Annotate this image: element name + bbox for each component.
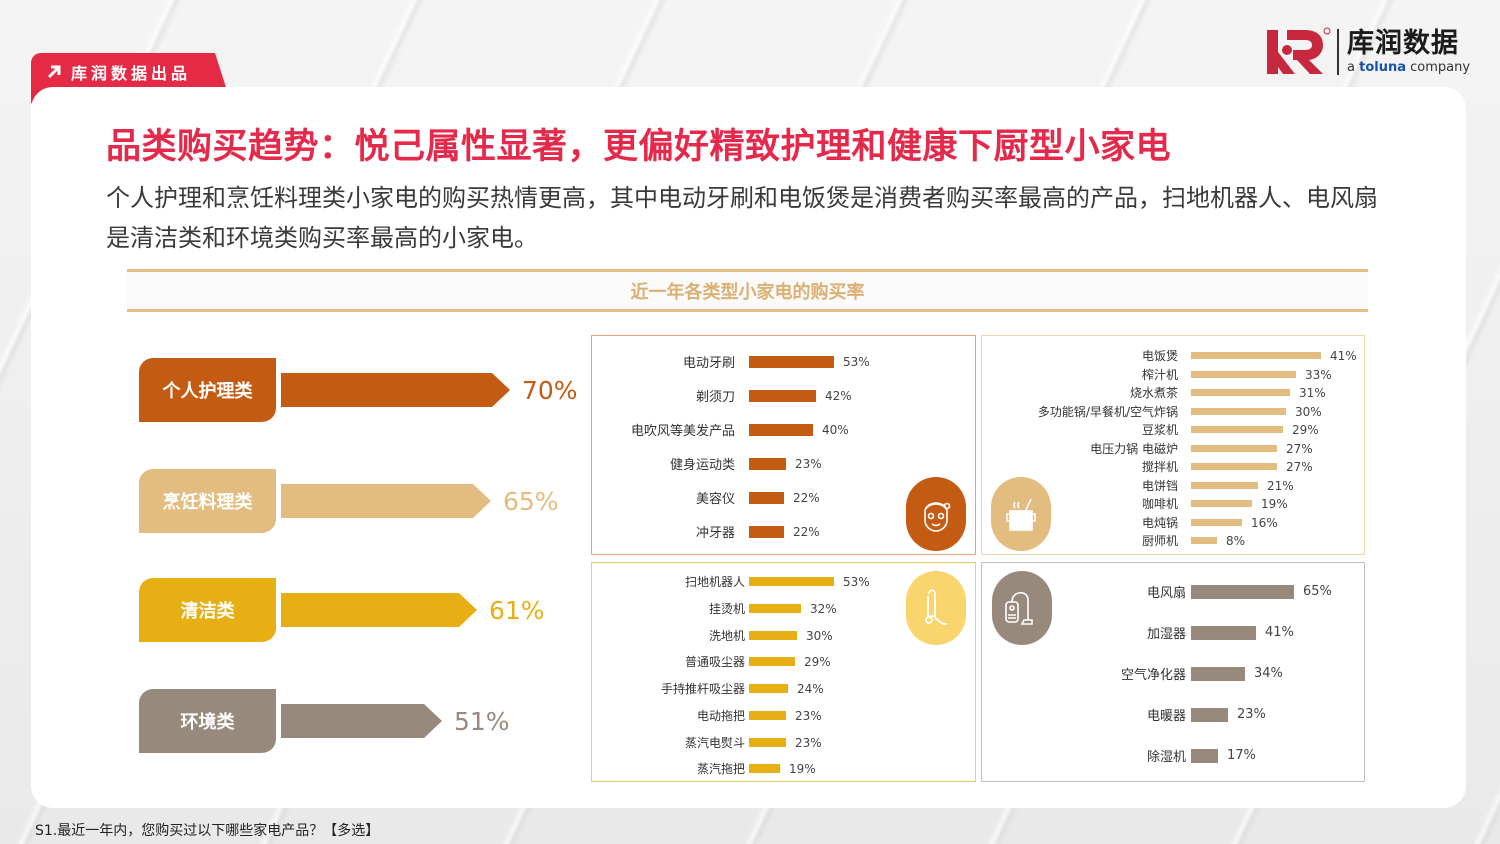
category-label: 清洁类	[139, 578, 276, 642]
brand-tag: 库润数据出品	[47, 60, 191, 84]
bar-row: 手持推杆吸尘器 24%	[660, 681, 824, 697]
category-label: 个人护理类	[139, 358, 276, 422]
bar-row: 洗地机 30%	[708, 628, 833, 644]
panel-cooking	[981, 335, 1365, 555]
bar-row: 蒸汽电熨斗 23%	[684, 735, 822, 751]
category-label: 环境类	[139, 689, 276, 753]
bar-row: 美容仪 22%	[695, 490, 820, 508]
section-header: 近一年各类型小家电的购买率	[127, 269, 1368, 312]
bar-row: 电动拖把 23%	[696, 708, 822, 724]
bar-row: 普通吸尘器 29%	[684, 654, 831, 670]
bar-row: 烧水煮茶 31%	[1129, 385, 1326, 401]
cooking-pot-icon	[991, 477, 1051, 551]
bar-row: 加湿器 41%	[1146, 625, 1294, 642]
logo-divider	[1337, 29, 1339, 75]
bar-row: 电饼铛 21%	[1141, 478, 1294, 494]
bar-row: 健身运动类 23%	[669, 456, 822, 474]
bar-row: 扫地机器人 53%	[684, 574, 870, 590]
bar-row: 剃须刀 42%	[695, 388, 852, 406]
bar-row: 电压力锅 电磁炉 27%	[1090, 441, 1313, 457]
bar-row: 蒸汽拖把 19%	[696, 761, 816, 777]
category-row-personal-care: 个人护理类 70%	[139, 358, 578, 422]
bar-row: 挂烫机 32%	[708, 601, 837, 617]
company-logo: 库润数据 a toluna company	[1265, 26, 1470, 78]
bar-row: 电暖器 23%	[1146, 707, 1266, 724]
category-row-cleaning: 清洁类 61%	[139, 578, 545, 642]
kr-logo-icon	[1267, 27, 1331, 74]
category-bar	[281, 593, 477, 627]
category-value: 61%	[489, 595, 545, 625]
bar-row: 电动牙刷 53%	[682, 354, 870, 372]
bar-row: 冲牙器 22%	[695, 524, 820, 542]
category-bar	[281, 373, 510, 407]
stick-vacuum-icon	[906, 571, 966, 645]
page-title: 品类购买趋势：悦己属性显著，更偏好精致护理和健康下厨型小家电	[106, 127, 1172, 167]
category-value: 70%	[522, 375, 578, 405]
bar-row: 多功能锅/早餐机/空气炸锅 30%	[1037, 404, 1322, 420]
bar-row: 咖啡机 19%	[1141, 496, 1288, 512]
bar-row: 榨汁机 33%	[1141, 367, 1332, 383]
canister-vacuum-icon	[992, 571, 1052, 645]
category-bar	[281, 484, 491, 518]
footnote: S1.最近一年内，您购买过以下哪些家电产品？【多选】	[35, 823, 380, 839]
bar-row: 豆浆机 29%	[1141, 422, 1319, 438]
bar-row: 电吹风等美发产品 40%	[630, 422, 849, 440]
category-label: 烹饪料理类	[139, 469, 276, 533]
bar-row: 电炖锅 16%	[1141, 515, 1278, 531]
category-bar	[281, 704, 442, 738]
section-title: 近一年各类型小家电的购买率	[630, 281, 865, 303]
face-mask-icon	[906, 477, 966, 551]
arrow-up-right-icon	[47, 65, 61, 79]
page-subtitle: 个人护理和烹饪料理类小家电的购买热情更高，其中电动牙刷和电饭煲是消费者购买率最高…	[106, 184, 1378, 252]
category-row-cooking: 烹饪料理类 65%	[139, 469, 559, 533]
bar-row: 搅拌机 27%	[1141, 459, 1313, 475]
logo-tagline: a toluna company	[1347, 60, 1471, 75]
brand-tag-label: 库润数据出品	[71, 64, 192, 83]
logo-chinese-name: 库润数据	[1347, 28, 1459, 59]
bar-row: 电风扇 65%	[1146, 584, 1332, 601]
bar-row: 厨师机 8%	[1141, 533, 1246, 549]
category-row-environment: 环境类 51%	[139, 689, 510, 753]
bar-row: 电饭煲 41%	[1141, 348, 1357, 364]
bar-row: 空气净化器 34%	[1120, 666, 1283, 683]
bar-row: 除湿机 17%	[1146, 748, 1256, 765]
category-value: 51%	[454, 706, 510, 736]
category-value: 65%	[503, 486, 559, 516]
